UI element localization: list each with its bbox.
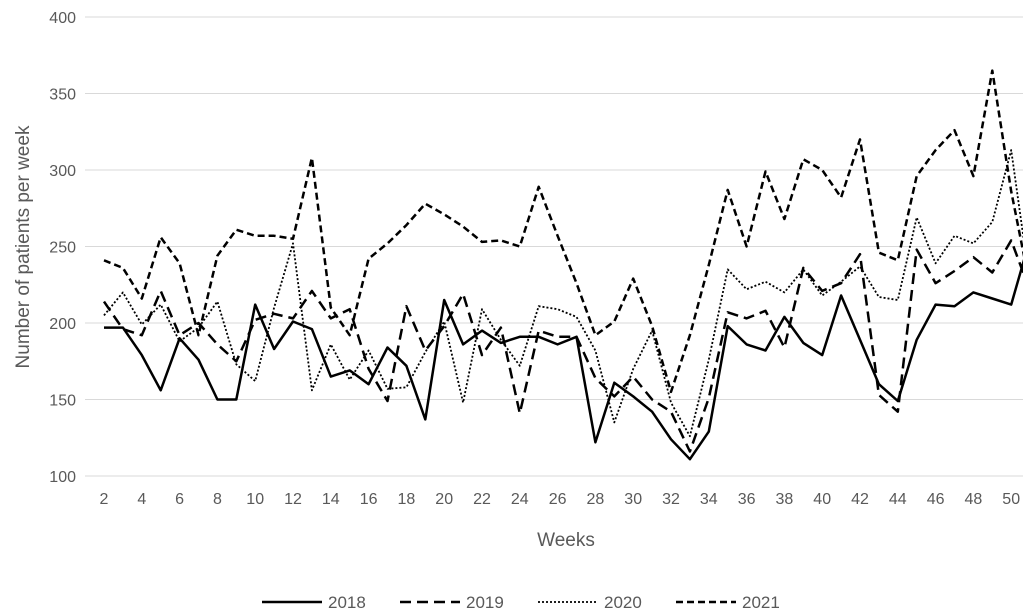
legend-label-2018: 2018 [328,593,366,612]
x-tick-label: 10 [246,491,264,508]
series-line-2020 [103,149,1023,438]
x-tick-label: 14 [322,491,340,508]
y-axis-tick-labels: 100 150 200 250 300 350 400 [49,10,76,486]
x-tick-label: 2 [100,491,109,508]
x-tick-label: 8 [213,491,222,508]
y-tick-label: 250 [49,240,76,257]
gridlines [85,16,1023,477]
x-tick-label: 12 [284,491,302,508]
series-line-2019 [102,239,1023,453]
x-tick-label: 44 [889,491,907,508]
y-tick-label: 100 [49,469,76,486]
y-tick-label: 200 [49,316,76,333]
x-tick-label: 20 [435,491,453,508]
x-tick-label: 16 [360,491,378,508]
y-tick-label: 350 [49,87,76,104]
series-lines [102,69,1023,461]
x-axis-title: Weeks [537,530,595,551]
y-tick-label: 150 [49,393,76,410]
x-tick-label: 40 [813,491,831,508]
x-tick-label: 36 [738,491,756,508]
x-tick-label: 24 [511,491,529,508]
x-tick-label: 30 [624,491,642,508]
x-tick-label: 6 [175,491,184,508]
x-tick-label: 26 [549,491,567,508]
legend: 2018 2019 2020 2021 [262,593,780,612]
x-tick-label: 34 [700,491,718,508]
x-tick-label: 4 [137,491,146,508]
y-tick-label: 300 [49,163,76,180]
x-tick-label: 28 [587,491,605,508]
x-tick-label: 18 [398,491,416,508]
y-axis-title: Number of patients per week [13,125,34,368]
series-line-2021 [103,69,1023,394]
x-tick-label: 38 [776,491,794,508]
legend-label-2019: 2019 [466,593,504,612]
x-tick-label: 50 [1002,491,1020,508]
x-tick-label: 32 [662,491,680,508]
x-tick-label: 46 [927,491,945,508]
x-tick-label: 22 [473,491,491,508]
x-tick-label: 48 [965,491,983,508]
x-tick-label: 42 [851,491,869,508]
x-axis-tick-labels: 2 4 6 8 10 12 14 16 18 20 22 24 26 28 30 32 34 36 38 40 42 44… [100,491,1021,508]
y-tick-label: 400 [49,10,76,27]
legend-label-2020: 2020 [604,593,642,612]
legend-label-2021: 2021 [742,593,780,612]
series-line-2018 [104,258,1023,461]
